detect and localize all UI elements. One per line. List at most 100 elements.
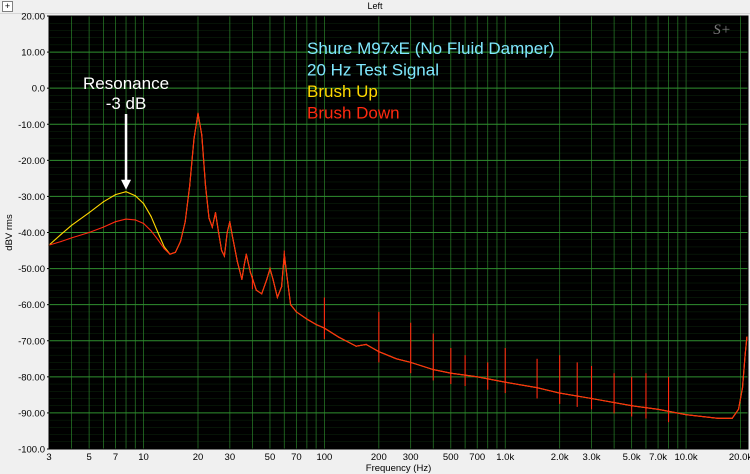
- data-point: [71, 237, 73, 239]
- data-point: [450, 372, 452, 374]
- y-tick-label: 10.00: [21, 48, 45, 59]
- data-point: [245, 253, 247, 255]
- data-point: [737, 408, 740, 410]
- data-point: [432, 369, 434, 371]
- plot-border: [48, 15, 749, 450]
- data-point: [211, 226, 213, 228]
- x-axis-label: Frequency (Hz): [366, 463, 431, 474]
- data-point: [143, 203, 145, 205]
- data-point: [338, 336, 340, 338]
- data-point: [410, 361, 412, 363]
- data-point: [365, 343, 367, 345]
- data-point: [536, 387, 538, 389]
- y-tick-label: -40.00: [18, 228, 45, 239]
- data-point: [744, 354, 746, 356]
- data-point: [174, 251, 176, 253]
- y-tick-label: -50.00: [18, 264, 45, 275]
- legend-entry: Shure M97xE (No Fluid Damper): [307, 39, 555, 58]
- data-point: [218, 231, 220, 234]
- data-point: [657, 408, 659, 410]
- x-tick-label: 30: [225, 452, 236, 463]
- y-tick-label: -100.0: [18, 445, 45, 456]
- legend-entry: Brush Up: [307, 82, 378, 101]
- y-tick-label: -30.00: [18, 192, 45, 203]
- data-point: [134, 195, 136, 197]
- data-point: [255, 289, 257, 291]
- expand-button[interactable]: +: [2, 1, 13, 12]
- data-point: [281, 286, 283, 288]
- watermark-logo: S+: [713, 22, 731, 38]
- data-point: [157, 239, 159, 241]
- data-point: [323, 327, 325, 329]
- x-tick-label: 7: [113, 452, 118, 463]
- data-point: [272, 278, 274, 280]
- data-point: [193, 138, 195, 140]
- data-point: [631, 405, 633, 407]
- data-point: [197, 112, 199, 114]
- x-tick-label: 300: [403, 452, 419, 463]
- data-point: [476, 376, 478, 378]
- y-tick-label: -60.00: [18, 300, 45, 311]
- data-point: [306, 318, 308, 320]
- data-point: [134, 219, 136, 221]
- x-tick-label: 500: [443, 452, 459, 463]
- data-point: [71, 224, 73, 226]
- x-tick-label: 50: [265, 452, 276, 463]
- x-tick-label: 20: [193, 452, 204, 463]
- y-tick-label: -20.00: [18, 156, 45, 167]
- x-tick-label: 3.0k: [583, 452, 601, 463]
- y-tick-label: 0.0: [32, 84, 45, 95]
- y-tick-label: -90.00: [18, 408, 45, 419]
- data-point: [286, 275, 288, 277]
- data-point: [229, 221, 231, 223]
- data-point: [204, 185, 207, 187]
- data-point: [221, 249, 223, 252]
- data-point: [223, 255, 225, 257]
- x-tick-label: 5: [86, 452, 91, 463]
- y-tick-label: -10.00: [18, 120, 45, 131]
- data-point: [378, 351, 380, 353]
- series-line-brush-down: [48, 113, 749, 419]
- data-point: [315, 323, 317, 326]
- annotation-line-1: Resonance: [83, 74, 169, 93]
- data-point: [731, 417, 733, 419]
- data-point: [60, 240, 62, 243]
- y-tick-label: -70.00: [18, 336, 45, 347]
- data-point: [143, 222, 145, 225]
- data-point: [184, 221, 186, 223]
- legend-entry: 20 Hz Test Signal: [307, 61, 439, 80]
- data-point: [60, 233, 62, 235]
- data-point: [746, 336, 748, 338]
- annotation-arrow-head: [121, 179, 132, 190]
- y-axis-label: dBV rms: [4, 214, 15, 251]
- window-title: Left: [367, 1, 383, 11]
- data-point: [169, 253, 171, 255]
- data-point: [243, 264, 245, 266]
- data-point: [236, 260, 238, 262]
- data-point: [201, 134, 203, 136]
- data-point: [290, 304, 292, 306]
- x-tick-label: 20.0k: [729, 452, 750, 463]
- x-tick-label: 100: [316, 452, 332, 463]
- data-point: [226, 231, 228, 234]
- window-titlebar: Left +: [0, 0, 750, 14]
- data-point: [276, 296, 278, 298]
- data-point: [717, 417, 719, 419]
- x-tick-label: 10.0k: [674, 452, 697, 463]
- data-point: [114, 221, 117, 223]
- data-point: [102, 226, 104, 228]
- data-point: [150, 215, 152, 217]
- data-point: [125, 191, 127, 193]
- data-point: [150, 230, 152, 232]
- data-point: [741, 387, 744, 389]
- data-point: [163, 246, 165, 248]
- x-tick-label: 5.0k: [623, 452, 641, 463]
- data-point: [266, 278, 268, 280]
- data-point: [88, 231, 90, 234]
- data-point: [249, 271, 251, 273]
- data-point: [504, 381, 506, 383]
- data-point: [685, 414, 687, 416]
- y-tick-label: 20.00: [21, 12, 45, 23]
- data-point: [241, 278, 243, 280]
